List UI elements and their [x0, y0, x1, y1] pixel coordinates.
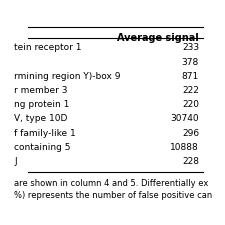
Text: containing 5: containing 5 — [14, 143, 71, 152]
Text: 220: 220 — [182, 100, 199, 109]
Text: 222: 222 — [182, 86, 199, 95]
Text: 233: 233 — [182, 43, 199, 52]
Text: tein receptor 1: tein receptor 1 — [14, 43, 82, 52]
Text: 378: 378 — [182, 58, 199, 67]
Text: Average signal: Average signal — [117, 33, 199, 43]
Text: r member 3: r member 3 — [14, 86, 68, 95]
Text: are shown in column 4 and 5. Differentially ex: are shown in column 4 and 5. Differentia… — [14, 180, 209, 189]
Text: 10888: 10888 — [170, 143, 199, 152]
Text: 296: 296 — [182, 129, 199, 138]
Text: V, type 10D: V, type 10D — [14, 115, 68, 124]
Text: rmining region Y)-box 9: rmining region Y)-box 9 — [14, 72, 121, 81]
Text: %) represents the number of false positive can: %) represents the number of false positi… — [14, 191, 212, 200]
Text: 228: 228 — [182, 157, 199, 166]
Text: 871: 871 — [182, 72, 199, 81]
Text: 30740: 30740 — [170, 115, 199, 124]
Text: ng protein 1: ng protein 1 — [14, 100, 70, 109]
Text: J: J — [14, 157, 17, 166]
Text: f family-like 1: f family-like 1 — [14, 129, 76, 138]
